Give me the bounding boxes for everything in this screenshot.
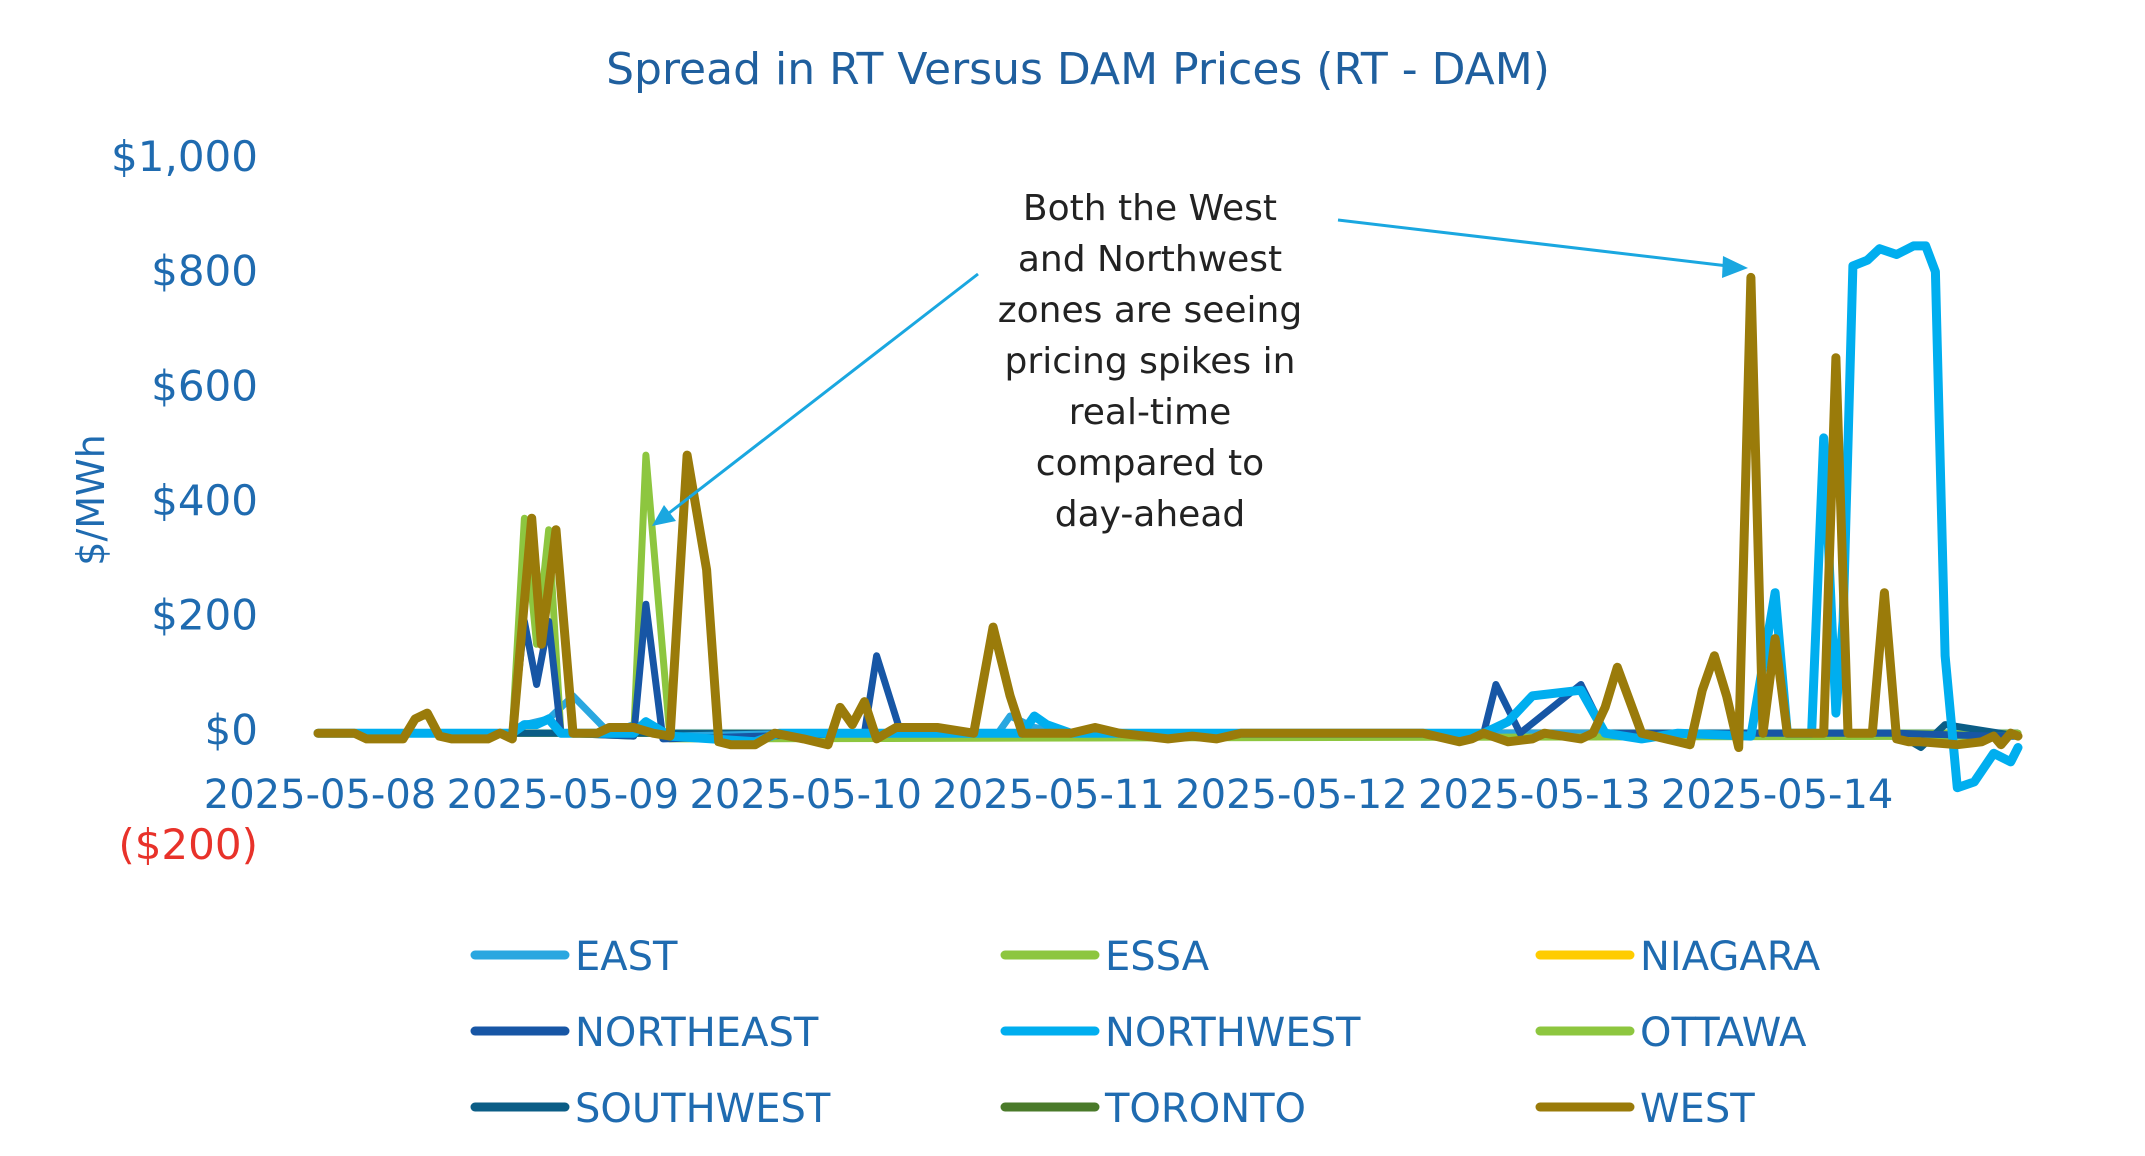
legend-label-ottawa: OTTAWA — [1640, 1010, 1807, 1056]
legend-label-east: EAST — [575, 934, 678, 980]
y-tick-label: $400 — [151, 476, 258, 525]
x-tick-label: 2025-05-08 — [204, 772, 436, 818]
annotation-arrow-northwest — [1337, 218, 1729, 268]
y-axis-label: $/MWh — [69, 434, 113, 565]
y-tick-label: $0 — [205, 705, 258, 754]
x-tick-label: 2025-05-09 — [447, 772, 679, 818]
annotation-line: and Northwest — [1018, 239, 1282, 280]
annotation-line: day-ahead — [1055, 494, 1246, 535]
chart-title: Spread in RT Versus DAM Prices (RT - DAM… — [606, 44, 1550, 95]
x-tick-label: 2025-05-10 — [689, 772, 921, 818]
y-tick-label: $1,000 — [111, 132, 258, 181]
annotation-line: zones are seeing — [998, 290, 1302, 331]
annotation-line: Both the West — [1023, 188, 1277, 229]
legend-label-west: WEST — [1640, 1086, 1755, 1132]
y-tick-label: $200 — [151, 591, 258, 640]
annotation-arrowhead-west — [652, 505, 676, 526]
legend-label-northwest: NORTHWEST — [1105, 1010, 1361, 1056]
y-tick-label: $800 — [151, 247, 258, 296]
annotation: Both the West and Northwest zones are se… — [652, 188, 1748, 535]
x-tick-label: 2025-05-13 — [1418, 772, 1650, 818]
annotation-line: pricing spikes in — [1005, 341, 1296, 382]
series-line-west — [313, 272, 2023, 752]
x-tick-label: 2025-05-11 — [932, 772, 1164, 818]
x-axis-ticks: 2025-05-08 2025-05-09 2025-05-10 2025-05-11… — [204, 772, 1894, 818]
x-tick-label: 2025-05-14 — [1661, 772, 1893, 818]
y-tick-label: $600 — [151, 361, 258, 410]
y-tick-label: ($200) — [118, 820, 258, 869]
annotation-arrowhead-northwest — [1722, 256, 1748, 278]
annotation-line: real-time — [1069, 392, 1232, 433]
legend-label-essa: ESSA — [1105, 934, 1210, 980]
legend-label-northeast: NORTHEAST — [575, 1010, 819, 1056]
series-lines — [313, 241, 2023, 793]
legend-label-niagara: NIAGARA — [1640, 934, 1821, 980]
x-tick-label: 2025-05-12 — [1175, 772, 1407, 818]
y-axis-ticks: $1,000 $800 $600 $400 $200 $0 ($200) — [111, 132, 258, 869]
legend: EAST ESSA NIAGARA NORTHEAST NORTHWEST OTTAWA S… — [470, 934, 1821, 1132]
legend-label-toronto: TORONTO — [1104, 1086, 1306, 1132]
legend-label-southwest: SOUTHWEST — [575, 1086, 831, 1132]
annotation-line: compared to — [1036, 443, 1264, 484]
annotation-arrow-west — [659, 272, 979, 522]
series-line-northeast — [314, 600, 2022, 743]
